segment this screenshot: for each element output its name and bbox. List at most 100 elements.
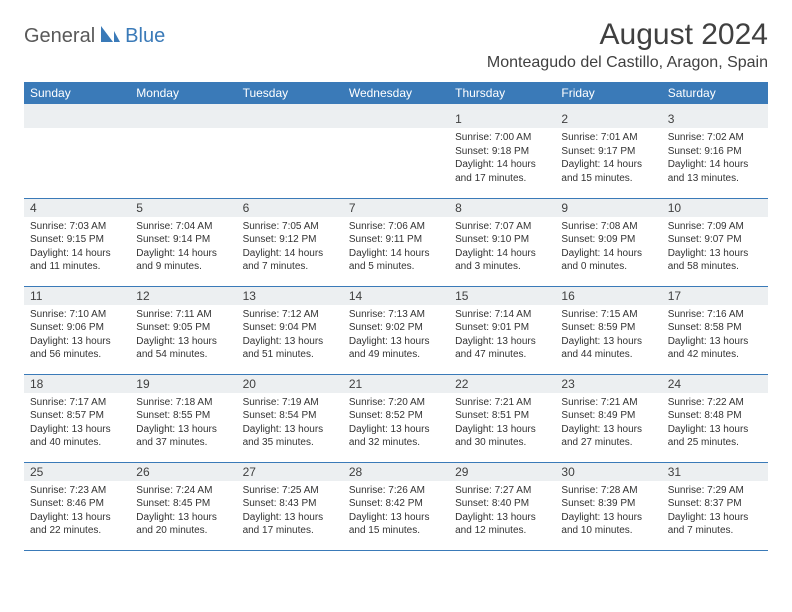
sunset-line: Sunset: 8:52 PM: [349, 409, 443, 423]
sunset-line: Sunset: 8:51 PM: [455, 409, 549, 423]
day-cell: 6Sunrise: 7:05 AMSunset: 9:12 PMDaylight…: [237, 198, 343, 286]
day-header-saturday: Saturday: [662, 82, 768, 104]
daylight-line: Daylight: 13 hours and 17 minutes.: [243, 511, 337, 538]
sunset-line: Sunset: 9:04 PM: [243, 321, 337, 335]
sunrise-line: Sunrise: 7:19 AM: [243, 396, 337, 410]
day-detail: Sunrise: 7:29 AMSunset: 8:37 PMDaylight:…: [662, 481, 768, 542]
day-cell: 12Sunrise: 7:11 AMSunset: 9:05 PMDayligh…: [130, 286, 236, 374]
sunset-line: Sunset: 9:11 PM: [349, 233, 443, 247]
day-header-friday: Friday: [555, 82, 661, 104]
daylight-line: Daylight: 13 hours and 32 minutes.: [349, 423, 443, 450]
day-detail: Sunrise: 7:25 AMSunset: 8:43 PMDaylight:…: [237, 481, 343, 542]
daylight-line: Daylight: 14 hours and 11 minutes.: [30, 247, 124, 274]
day-cell: 4Sunrise: 7:03 AMSunset: 9:15 PMDaylight…: [24, 198, 130, 286]
day-number: 17: [662, 287, 768, 305]
day-detail: Sunrise: 7:14 AMSunset: 9:01 PMDaylight:…: [449, 305, 555, 366]
sunrise-line: Sunrise: 7:25 AM: [243, 484, 337, 498]
day-detail: Sunrise: 7:02 AMSunset: 9:16 PMDaylight:…: [662, 128, 768, 189]
week-row: 18Sunrise: 7:17 AMSunset: 8:57 PMDayligh…: [24, 374, 768, 462]
day-cell: 11Sunrise: 7:10 AMSunset: 9:06 PMDayligh…: [24, 286, 130, 374]
day-cell: 25Sunrise: 7:23 AMSunset: 8:46 PMDayligh…: [24, 462, 130, 550]
sunset-line: Sunset: 8:43 PM: [243, 497, 337, 511]
day-number: 16: [555, 287, 661, 305]
sunrise-line: Sunrise: 7:06 AM: [349, 220, 443, 234]
header: General Blue August 2024 Monteagudo del …: [24, 18, 768, 72]
empty-cell: [237, 110, 343, 198]
day-detail: Sunrise: 7:11 AMSunset: 9:05 PMDaylight:…: [130, 305, 236, 366]
daylight-line: Daylight: 14 hours and 5 minutes.: [349, 247, 443, 274]
day-cell: 1Sunrise: 7:00 AMSunset: 9:18 PMDaylight…: [449, 110, 555, 198]
day-number: 19: [130, 375, 236, 393]
daylight-line: Daylight: 13 hours and 27 minutes.: [561, 423, 655, 450]
daylight-line: Daylight: 14 hours and 17 minutes.: [455, 158, 549, 185]
day-detail: Sunrise: 7:01 AMSunset: 9:17 PMDaylight:…: [555, 128, 661, 189]
sunset-line: Sunset: 8:40 PM: [455, 497, 549, 511]
calendar-table: SundayMondayTuesdayWednesdayThursdayFrid…: [24, 82, 768, 551]
sunset-line: Sunset: 9:16 PM: [668, 145, 762, 159]
sunset-line: Sunset: 9:07 PM: [668, 233, 762, 247]
empty-daynum: [237, 110, 343, 128]
empty-daynum: [343, 110, 449, 128]
day-number: 13: [237, 287, 343, 305]
day-detail: Sunrise: 7:07 AMSunset: 9:10 PMDaylight:…: [449, 217, 555, 278]
logo: General Blue: [24, 18, 165, 49]
sunrise-line: Sunrise: 7:16 AM: [668, 308, 762, 322]
day-cell: 16Sunrise: 7:15 AMSunset: 8:59 PMDayligh…: [555, 286, 661, 374]
day-number: 26: [130, 463, 236, 481]
sunset-line: Sunset: 8:37 PM: [668, 497, 762, 511]
day-detail: Sunrise: 7:03 AMSunset: 9:15 PMDaylight:…: [24, 217, 130, 278]
day-number: 21: [343, 375, 449, 393]
daylight-line: Daylight: 14 hours and 13 minutes.: [668, 158, 762, 185]
daylight-line: Daylight: 13 hours and 40 minutes.: [30, 423, 124, 450]
daylight-line: Daylight: 13 hours and 44 minutes.: [561, 335, 655, 362]
day-number: 30: [555, 463, 661, 481]
sunset-line: Sunset: 9:18 PM: [455, 145, 549, 159]
day-number: 1: [449, 110, 555, 128]
day-cell: 20Sunrise: 7:19 AMSunset: 8:54 PMDayligh…: [237, 374, 343, 462]
daylight-line: Daylight: 13 hours and 22 minutes.: [30, 511, 124, 538]
day-detail: Sunrise: 7:21 AMSunset: 8:51 PMDaylight:…: [449, 393, 555, 454]
sunrise-line: Sunrise: 7:05 AM: [243, 220, 337, 234]
sunset-line: Sunset: 9:06 PM: [30, 321, 124, 335]
day-number: 27: [237, 463, 343, 481]
sunrise-line: Sunrise: 7:08 AM: [561, 220, 655, 234]
sunset-line: Sunset: 9:15 PM: [30, 233, 124, 247]
sunrise-line: Sunrise: 7:03 AM: [30, 220, 124, 234]
sunrise-line: Sunrise: 7:12 AM: [243, 308, 337, 322]
daylight-line: Daylight: 14 hours and 7 minutes.: [243, 247, 337, 274]
day-cell: 18Sunrise: 7:17 AMSunset: 8:57 PMDayligh…: [24, 374, 130, 462]
week-row: 11Sunrise: 7:10 AMSunset: 9:06 PMDayligh…: [24, 286, 768, 374]
day-detail: Sunrise: 7:05 AMSunset: 9:12 PMDaylight:…: [237, 217, 343, 278]
day-cell: 10Sunrise: 7:09 AMSunset: 9:07 PMDayligh…: [662, 198, 768, 286]
day-number: 29: [449, 463, 555, 481]
sunset-line: Sunset: 8:45 PM: [136, 497, 230, 511]
sunrise-line: Sunrise: 7:11 AM: [136, 308, 230, 322]
daylight-line: Daylight: 13 hours and 35 minutes.: [243, 423, 337, 450]
daylight-line: Daylight: 13 hours and 47 minutes.: [455, 335, 549, 362]
day-detail: Sunrise: 7:22 AMSunset: 8:48 PMDaylight:…: [662, 393, 768, 454]
day-number: 24: [662, 375, 768, 393]
sunset-line: Sunset: 9:10 PM: [455, 233, 549, 247]
day-detail: Sunrise: 7:08 AMSunset: 9:09 PMDaylight:…: [555, 217, 661, 278]
day-cell: 5Sunrise: 7:04 AMSunset: 9:14 PMDaylight…: [130, 198, 236, 286]
day-cell: 28Sunrise: 7:26 AMSunset: 8:42 PMDayligh…: [343, 462, 449, 550]
day-number: 18: [24, 375, 130, 393]
day-number: 31: [662, 463, 768, 481]
daylight-line: Daylight: 14 hours and 9 minutes.: [136, 247, 230, 274]
day-number: 3: [662, 110, 768, 128]
sunrise-line: Sunrise: 7:04 AM: [136, 220, 230, 234]
day-detail: Sunrise: 7:19 AMSunset: 8:54 PMDaylight:…: [237, 393, 343, 454]
sunset-line: Sunset: 9:05 PM: [136, 321, 230, 335]
sunrise-line: Sunrise: 7:02 AM: [668, 131, 762, 145]
day-header-sunday: Sunday: [24, 82, 130, 104]
sunrise-line: Sunrise: 7:28 AM: [561, 484, 655, 498]
day-cell: 29Sunrise: 7:27 AMSunset: 8:40 PMDayligh…: [449, 462, 555, 550]
daylight-line: Daylight: 13 hours and 10 minutes.: [561, 511, 655, 538]
day-cell: 26Sunrise: 7:24 AMSunset: 8:45 PMDayligh…: [130, 462, 236, 550]
day-cell: 3Sunrise: 7:02 AMSunset: 9:16 PMDaylight…: [662, 110, 768, 198]
day-cell: 30Sunrise: 7:28 AMSunset: 8:39 PMDayligh…: [555, 462, 661, 550]
sunrise-line: Sunrise: 7:29 AM: [668, 484, 762, 498]
day-number: 8: [449, 199, 555, 217]
daylight-line: Daylight: 14 hours and 0 minutes.: [561, 247, 655, 274]
week-row: 25Sunrise: 7:23 AMSunset: 8:46 PMDayligh…: [24, 462, 768, 550]
